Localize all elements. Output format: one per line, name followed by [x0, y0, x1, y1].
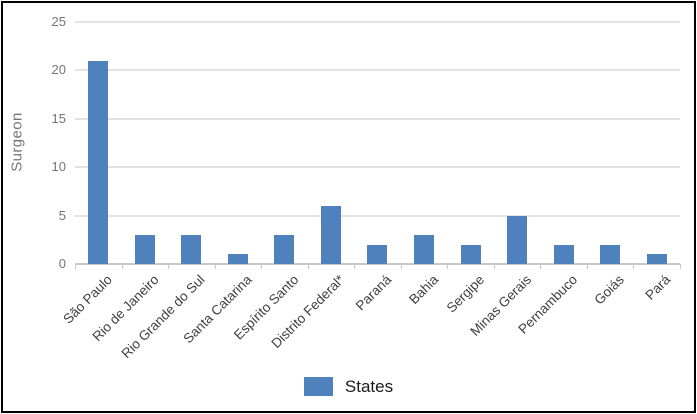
bar-slot	[261, 22, 308, 264]
bar-slot	[540, 22, 587, 264]
x-axis-tick	[307, 264, 309, 269]
bar-4	[274, 234, 295, 264]
bar-slot	[308, 22, 355, 264]
x-axis-tick	[121, 264, 123, 269]
bar-1	[134, 234, 155, 264]
bar-5	[320, 205, 341, 264]
x-axis-tick	[168, 264, 170, 269]
bar-slot	[587, 22, 634, 264]
plot-area	[75, 21, 681, 269]
gridline	[75, 117, 680, 120]
y-tick-label: 0	[58, 256, 66, 271]
x-axis-tick	[633, 264, 635, 269]
x-tick-label: Sergipe	[443, 272, 488, 316]
bar-slot	[494, 22, 541, 264]
bar-slot	[633, 22, 680, 264]
bar-slot	[75, 22, 122, 264]
gridline	[75, 21, 680, 23]
bar-8	[460, 244, 481, 264]
gridline	[75, 166, 680, 169]
y-tick-label: 15	[51, 110, 66, 126]
x-axis-tick	[354, 264, 356, 269]
x-tick-label: Bahia	[405, 272, 441, 308]
x-tick-label: Rio Grande do Sul	[118, 272, 208, 362]
bar-11	[600, 244, 621, 264]
x-tick-label: Goiás	[591, 272, 627, 308]
y-tick-label: 10	[51, 159, 66, 175]
x-tick-label: Paraná	[352, 272, 395, 314]
bar-slot	[168, 22, 215, 264]
bar-6	[367, 244, 388, 264]
x-axis-tick	[586, 264, 588, 269]
x-axis-tick	[75, 264, 76, 269]
y-tick-label: 5	[58, 207, 66, 223]
y-tick-label: 20	[51, 62, 66, 78]
gridline	[75, 214, 680, 217]
bar-slot	[401, 22, 448, 264]
x-tick-label: Pará	[642, 272, 674, 303]
bar-slot	[447, 22, 494, 264]
gridline	[75, 69, 680, 72]
bar-slot	[215, 22, 262, 264]
bar-0	[88, 60, 109, 264]
bar-slot	[122, 22, 169, 264]
bar-2	[181, 234, 202, 264]
x-axis-tick	[261, 264, 263, 269]
x-axis-tick	[214, 264, 216, 269]
bar-slot	[354, 22, 401, 264]
y-axis-tick-labels: 0 5 10 15 20 25	[0, 15, 66, 271]
x-axis-tick	[447, 264, 449, 269]
bar-12	[646, 254, 667, 264]
legend-label: States	[344, 377, 394, 396]
x-axis-tick	[493, 264, 495, 269]
bar-3	[227, 254, 248, 264]
legend-swatch-icon	[303, 377, 333, 396]
bar-9	[507, 215, 528, 264]
bar-7	[413, 234, 434, 264]
x-axis-tick-labels: São Paulo Rio de Janeiro Rio Grande do Sul…	[60, 272, 680, 382]
x-axis-tick	[400, 264, 402, 269]
bar-10	[553, 244, 574, 264]
x-axis-tick	[680, 264, 681, 269]
y-tick-label: 25	[51, 14, 66, 29]
x-axis-tick	[540, 264, 542, 269]
x-axis-line	[75, 263, 680, 265]
legend: States	[0, 377, 697, 396]
bar-series-states	[75, 22, 680, 264]
